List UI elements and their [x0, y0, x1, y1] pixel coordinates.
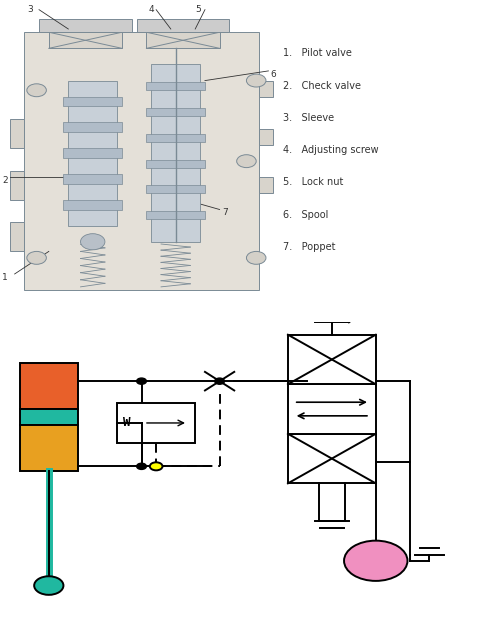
Text: 6: 6 — [271, 70, 277, 78]
Circle shape — [246, 74, 266, 87]
Bar — [146, 82, 205, 90]
Bar — [151, 64, 200, 242]
Bar — [10, 222, 24, 252]
Circle shape — [34, 576, 63, 595]
Bar — [63, 200, 122, 210]
Text: 1: 1 — [2, 272, 8, 282]
Circle shape — [137, 463, 146, 470]
Bar — [117, 403, 195, 443]
Text: W: W — [123, 416, 130, 430]
Bar — [24, 32, 259, 290]
Bar — [63, 149, 122, 158]
Circle shape — [27, 84, 46, 97]
Bar — [49, 32, 122, 48]
Bar — [288, 384, 376, 434]
Text: 5.   Lock nut: 5. Lock nut — [283, 178, 344, 187]
Bar — [137, 20, 229, 32]
Text: 5: 5 — [195, 5, 201, 14]
Bar — [63, 123, 122, 132]
Bar — [259, 178, 273, 193]
Text: 3: 3 — [27, 5, 33, 14]
Circle shape — [150, 462, 163, 470]
Bar — [288, 335, 376, 384]
Bar — [20, 363, 78, 409]
Bar — [288, 434, 376, 483]
Text: 2: 2 — [2, 176, 8, 185]
Bar — [146, 134, 205, 142]
Bar — [63, 97, 122, 106]
Circle shape — [137, 378, 146, 384]
Text: 4: 4 — [149, 5, 155, 14]
Bar — [68, 81, 117, 226]
Text: 6.   Spool: 6. Spool — [283, 210, 328, 219]
Bar — [20, 425, 78, 471]
Circle shape — [246, 252, 266, 264]
Text: 3.   Sleeve: 3. Sleeve — [283, 112, 334, 123]
Circle shape — [215, 378, 224, 384]
Bar — [10, 119, 24, 149]
Circle shape — [360, 309, 367, 313]
Bar — [146, 108, 205, 116]
Bar — [259, 81, 273, 97]
Text: 1.   Pilot valve: 1. Pilot valve — [283, 48, 352, 58]
Bar — [10, 171, 24, 200]
Bar — [39, 20, 132, 32]
Bar — [259, 129, 273, 145]
Text: 2.   Check valve: 2. Check valve — [283, 80, 361, 90]
Text: 7.   Poppet: 7. Poppet — [283, 242, 336, 252]
Bar — [63, 174, 122, 184]
Text: 4.   Adjusting screw: 4. Adjusting screw — [283, 145, 379, 155]
Circle shape — [27, 252, 46, 264]
Bar — [20, 409, 78, 425]
Circle shape — [81, 234, 105, 250]
Text: 7: 7 — [222, 208, 228, 217]
Circle shape — [237, 155, 256, 167]
Circle shape — [344, 540, 407, 581]
Bar — [146, 211, 205, 219]
Bar — [146, 32, 220, 48]
Bar — [146, 185, 205, 193]
Bar — [146, 159, 205, 167]
